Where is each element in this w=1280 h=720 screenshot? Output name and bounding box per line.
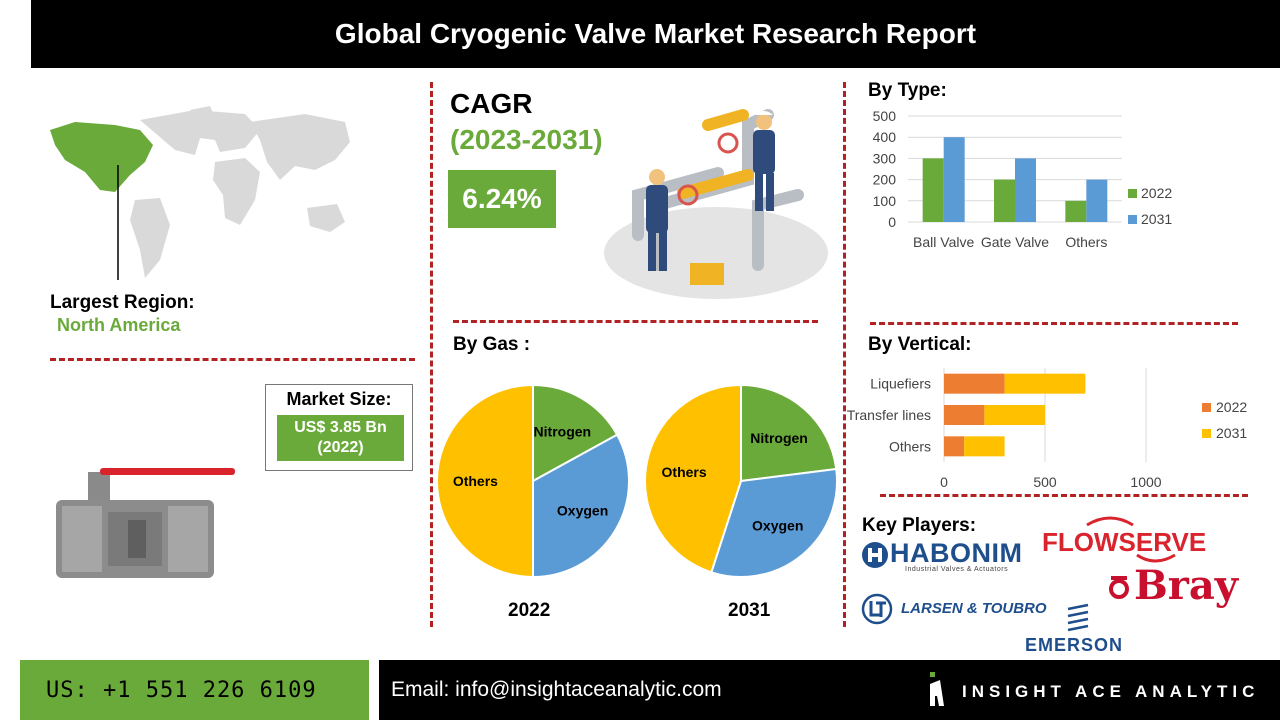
- legend-swatch: [1202, 429, 1211, 438]
- market-size-value: US$ 3.85 Bn: [294, 419, 387, 436]
- largest-region-label: Largest Region:: [50, 292, 195, 313]
- flowserve-swoosh-icon: [1136, 553, 1176, 563]
- legend-swatch: [1128, 189, 1137, 198]
- cagr-period: (2023-2031): [450, 124, 603, 155]
- bray-logo-icon: [1109, 576, 1129, 599]
- pie-label: Oxygen: [752, 517, 803, 533]
- bar-2031-others: [964, 436, 1005, 457]
- flowserve-logo-icon: [1086, 516, 1134, 527]
- by-vertical-title: By Vertical:: [868, 334, 972, 355]
- market-size-label: Market Size:: [286, 389, 392, 409]
- cagr-value: 6.24%: [448, 170, 556, 228]
- x-tick-label: Ball Valve: [913, 234, 974, 250]
- pie-label: Nitrogen: [750, 430, 808, 446]
- bar-2031-transfer-lines: [984, 405, 1045, 425]
- pie-slice-oxygen: [710, 467, 838, 578]
- market-size-year: (2022): [317, 439, 364, 456]
- y-tick-label: 300: [873, 150, 897, 166]
- y-tick-label: 400: [873, 129, 897, 145]
- legend-label: 2022: [1216, 399, 1247, 415]
- footer-brand: INSIGHT ACE ANALYTIC: [962, 682, 1260, 701]
- bar-2031-ball-valve: [943, 137, 965, 222]
- x-tick-label: Others: [1065, 234, 1107, 250]
- bar-2022-transfer-lines: [944, 405, 985, 425]
- divider: [430, 82, 433, 627]
- bar-2022-ball-valve: [922, 158, 944, 222]
- bar-2022-gate-valve: [994, 179, 1015, 222]
- footer-email[interactable]: Email: info@insightaceanalytic.com: [379, 660, 1280, 720]
- pie-slice-others: [436, 384, 534, 578]
- by-type-bar-chart: 0 100 200 300 400 500 Ball Valve Gate Valve Othe…: [873, 108, 1173, 250]
- logo-flowserve: FLOWSERVE: [1042, 527, 1207, 557]
- pie-label: Others: [453, 473, 498, 489]
- insight-ace-logo-icon: [930, 672, 944, 706]
- market-size-card: Market Size: US$ 3.85 Bn (2022): [265, 384, 413, 471]
- x-tick-label: 1000: [1130, 474, 1161, 490]
- pie-2031-year-label: 2031: [728, 600, 771, 621]
- bar-2031-liquefiers: [1004, 373, 1086, 394]
- y-tick-label: 100: [873, 193, 897, 209]
- y-tick-label: Liquefiers: [870, 376, 931, 392]
- footer-phone: US: +1 551 226 6109: [20, 660, 369, 720]
- x-tick-label: 500: [1033, 474, 1057, 490]
- gas-pie-2022: Nitrogen Oxygen Others: [436, 384, 630, 578]
- legend-label: 2031: [1216, 425, 1247, 441]
- y-tick-label: Transfer lines: [847, 407, 931, 423]
- bar-2022-others: [944, 436, 965, 457]
- by-type-title: By Type:: [868, 80, 947, 101]
- by-vertical-bar-chart: 0 500 1000 Liquefiers Transfer lines Others 20…: [847, 368, 1247, 490]
- y-tick-label: 0: [888, 214, 896, 230]
- page-title: Global Cryogenic Valve Market Research R…: [31, 0, 1280, 68]
- pie-slice-nitrogen: [532, 384, 619, 483]
- pie-slice-oxygen: [532, 433, 630, 578]
- key-players-label: Key Players:: [862, 515, 977, 536]
- logo-habonim-tagline: Industrial Valves & Actuators: [905, 566, 1009, 573]
- legend-swatch: [1202, 403, 1211, 412]
- pie-slice-others: [644, 384, 742, 574]
- divider: [843, 82, 846, 627]
- north-america-region: [50, 122, 153, 192]
- habonim-logo-icon: [862, 542, 888, 568]
- x-tick-label: 0: [940, 474, 948, 490]
- legend-swatch: [1128, 215, 1137, 224]
- ball-valve-icon: [56, 468, 235, 578]
- logo-bray: Bray: [1134, 562, 1239, 609]
- bar-2031-others: [1086, 179, 1108, 222]
- cagr-title: CAGR: [450, 88, 533, 119]
- pipeline-workers-illustration: [604, 109, 828, 299]
- pie-label: Nitrogen: [534, 423, 592, 439]
- divider: [880, 494, 1248, 497]
- logo-emerson: EMERSON: [1025, 635, 1124, 655]
- bar-2031-gate-valve: [1015, 158, 1036, 222]
- pie-slice-nitrogen: [740, 384, 838, 483]
- y-tick-label: 200: [873, 172, 897, 188]
- world-map-icon: [50, 106, 350, 280]
- legend-label: 2031: [1141, 211, 1172, 227]
- bar-2022-others: [1065, 200, 1087, 222]
- largest-region-value: North America: [57, 315, 181, 335]
- divider: [453, 320, 818, 323]
- divider: [870, 322, 1238, 325]
- divider: [50, 358, 415, 361]
- pie-2022-year-label: 2022: [508, 600, 551, 621]
- gas-pie-2031: Nitrogen Oxygen Others: [644, 384, 838, 578]
- y-tick-label: 500: [873, 108, 897, 124]
- by-gas-title: By Gas :: [453, 334, 531, 355]
- pie-label: Oxygen: [557, 502, 608, 518]
- y-tick-label: Others: [889, 438, 931, 454]
- market-size-value-box: US$ 3.85 Bn (2022): [277, 415, 404, 461]
- bar-2022-liquefiers: [944, 373, 1005, 394]
- emerson-logo-icon: [1067, 603, 1089, 632]
- lt-logo-icon: [861, 593, 893, 625]
- pie-label: Others: [662, 464, 707, 480]
- logo-habonim: HABONIM: [890, 538, 1023, 568]
- legend-label: 2022: [1141, 185, 1172, 201]
- logo-larsen-toubro: LARSEN & TOUBRO: [901, 600, 1047, 617]
- x-tick-label: Gate Valve: [981, 234, 1049, 250]
